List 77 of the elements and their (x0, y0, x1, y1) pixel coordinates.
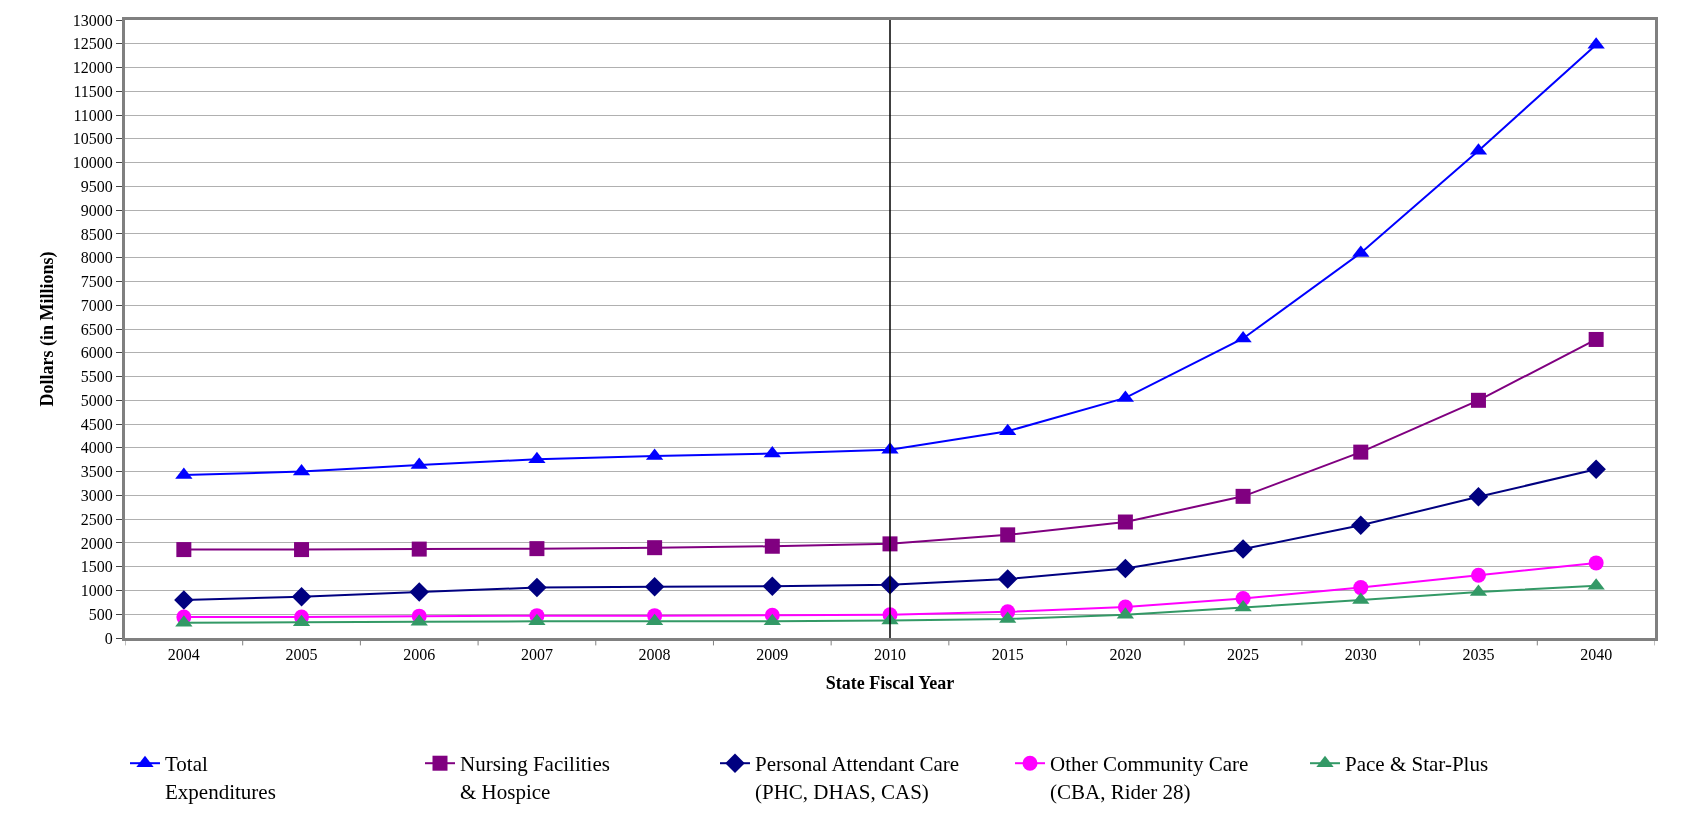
y-tick-label: 3500 (80, 463, 113, 481)
x-tick-label: 2035 (1462, 646, 1495, 664)
point (1470, 567, 1486, 583)
y-tick-label: 5000 (80, 391, 113, 409)
x-axis-title: State Fiscal Year (825, 673, 955, 694)
x-tick-label: 2020 (1109, 646, 1142, 664)
point (1468, 487, 1489, 507)
point (174, 590, 194, 610)
legend-label: Pace & Star-Plus (1345, 752, 1489, 777)
point (1588, 555, 1604, 571)
legend-label: Nursing Facilities & Hospice (460, 752, 610, 804)
y-tick-label: 0 (104, 629, 113, 647)
point (528, 451, 546, 464)
x-tick-label: 2007 (520, 646, 553, 664)
x-tick-label: 2040 (1580, 646, 1613, 664)
point (1117, 514, 1133, 530)
x-tick-label: 2008 (638, 646, 671, 664)
y-tick-label: 8000 (80, 249, 113, 267)
y-tick-label: 7000 (80, 296, 113, 314)
point (1000, 527, 1016, 543)
y-tick-label: 4500 (80, 415, 113, 433)
y-tick-label: 9000 (80, 201, 113, 219)
y-tick-label: 3000 (80, 486, 113, 504)
y-tick-label: 8500 (80, 225, 113, 243)
point (1351, 515, 1371, 536)
x-tick-label: 2010 (874, 646, 906, 664)
x-tick-label: 2015 (991, 646, 1024, 664)
y-tick-label: 5500 (80, 368, 113, 386)
legend-label: Personal Attendant Care (PHC, DHAS, CAS) (755, 752, 960, 804)
point (529, 541, 545, 557)
point (291, 586, 312, 607)
y-tick-label: 10000 (72, 154, 113, 172)
point (647, 540, 663, 556)
point (1470, 392, 1486, 408)
point (528, 613, 546, 626)
legend-label: Other Community Care (CBA, Rider 28) (1050, 752, 1249, 804)
point (1115, 558, 1136, 579)
y-tick-label: 500 (88, 605, 113, 623)
point (997, 569, 1018, 589)
y-tick-label: 4000 (80, 439, 113, 457)
y-tick-label: 2000 (80, 534, 113, 552)
point (762, 576, 783, 596)
point (1233, 539, 1253, 559)
y-tick-label: 11500 (73, 82, 113, 100)
y-tick-label: 9500 (80, 177, 113, 195)
point (1353, 444, 1369, 460)
y-tick-label: 1500 (80, 558, 113, 576)
point (1586, 459, 1606, 479)
x-tick-label: 2005 (285, 646, 318, 664)
y-tick-label: 7500 (80, 273, 113, 291)
point (1588, 331, 1604, 347)
y-tick-label: 12500 (72, 35, 113, 53)
point (764, 538, 780, 554)
y-tick-label: 2500 (80, 510, 113, 528)
y-tick-label: 6000 (80, 344, 113, 362)
legend-label: Total Expenditures (165, 752, 276, 804)
point (176, 542, 192, 558)
point (527, 577, 547, 598)
x-tick-label: 2025 (1227, 646, 1260, 664)
point (1235, 488, 1251, 504)
point (1353, 580, 1369, 596)
point (763, 613, 781, 626)
x-tick-label: 2009 (756, 646, 789, 664)
point (294, 542, 310, 558)
y-tick-label: 12000 (72, 59, 113, 77)
point (644, 576, 665, 597)
y-tick-label: 13000 (72, 11, 113, 29)
x-tick-label: 2030 (1344, 646, 1377, 664)
y-tick-label: 6500 (80, 320, 113, 338)
x-tick-label: 2006 (403, 646, 436, 664)
x-tick-label: 2004 (167, 646, 200, 664)
point (409, 582, 429, 602)
y-tick-label: 10500 (72, 130, 113, 148)
y-tick-label: 1000 (80, 582, 113, 600)
point (411, 541, 427, 557)
y-axis-title: Dollars (in Millions) (37, 251, 58, 407)
y-tick-label: 11000 (73, 106, 113, 124)
